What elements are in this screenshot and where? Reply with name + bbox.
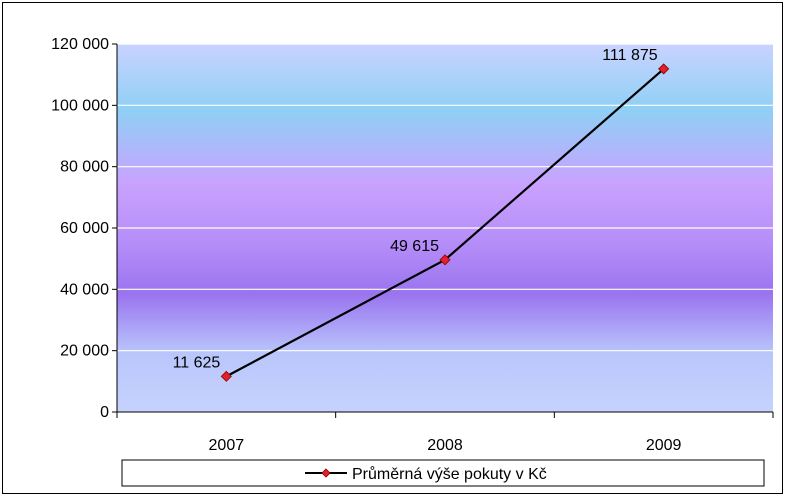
data-label: 11 625 <box>173 354 221 371</box>
legend-box <box>121 459 765 487</box>
y-tick-label: 100 000 <box>51 97 109 114</box>
data-label: 49 615 <box>390 238 439 255</box>
x-tick-label: 2007 <box>209 437 245 454</box>
data-labels: 11 625 49 615 111 875 <box>173 47 658 371</box>
x-axis-tick-labels: 2007 2008 2009 <box>209 437 682 454</box>
x-tick-label: 2009 <box>646 437 682 454</box>
legend-label: Průměrná výše pokuty v Kč <box>352 465 547 483</box>
data-label: 111 875 <box>602 47 658 64</box>
series-markers <box>220 63 670 382</box>
y-tick-label: 120 000 <box>51 36 109 53</box>
y-tick-label: 80 000 <box>60 159 109 176</box>
data-point-marker <box>658 63 670 75</box>
y-axis-tick-labels: 0 20 000 40 000 60 000 80 000 100 000 120 000 <box>51 36 109 421</box>
x-tick-label: 2008 <box>427 437 463 454</box>
y-tick-label: 40 000 <box>60 281 109 298</box>
data-point-marker <box>439 254 451 266</box>
y-tick-label: 60 000 <box>60 220 109 237</box>
legend-marker-key <box>321 468 331 478</box>
data-point-marker <box>220 370 232 382</box>
axes <box>112 43 774 418</box>
y-tick-label: 20 000 <box>60 343 109 360</box>
legend: Průměrná výše pokuty v Kč <box>121 459 765 487</box>
y-tick-label: 0 <box>100 404 109 421</box>
gridlines <box>117 43 773 352</box>
